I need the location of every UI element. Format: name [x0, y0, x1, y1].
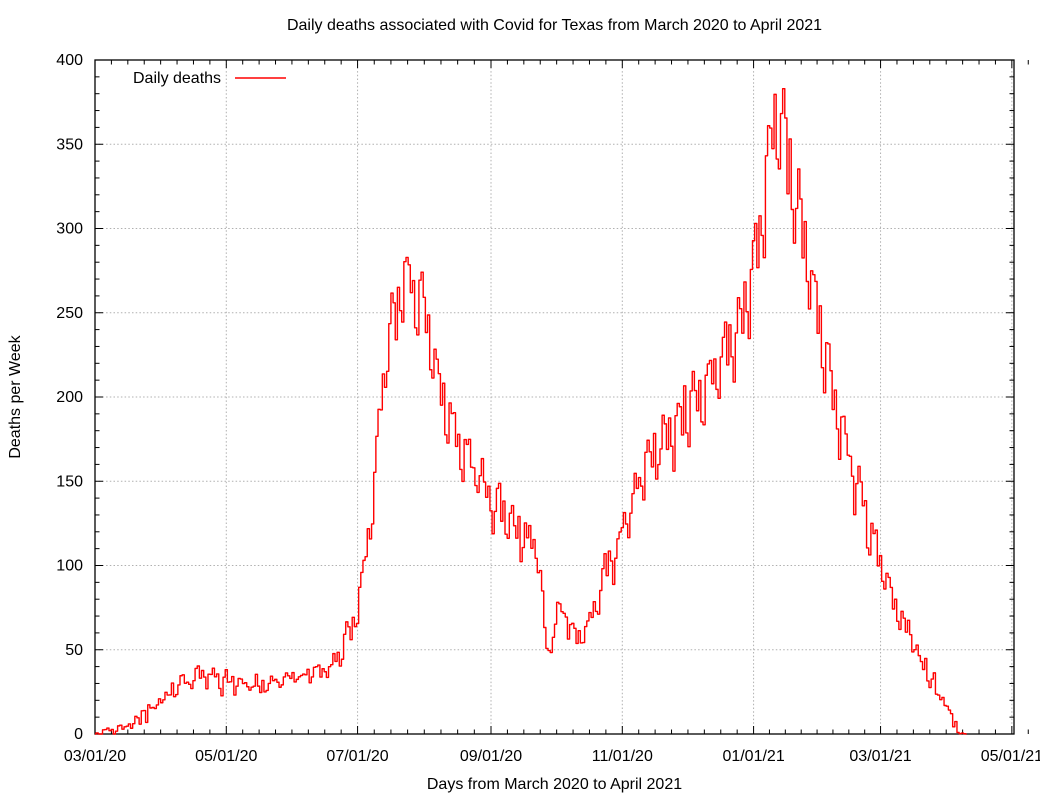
- svg-text:0: 0: [74, 726, 83, 743]
- svg-text:400: 400: [56, 52, 83, 69]
- svg-text:07/01/20: 07/01/20: [326, 748, 388, 765]
- svg-text:150: 150: [56, 473, 83, 490]
- svg-text:01/01/21: 01/01/21: [722, 748, 784, 765]
- svg-text:50: 50: [65, 642, 83, 659]
- svg-text:03/01/21: 03/01/21: [849, 748, 911, 765]
- svg-text:11/01/20: 11/01/20: [592, 748, 653, 765]
- svg-text:09/01/20: 09/01/20: [460, 748, 522, 765]
- svg-text:05/01/21: 05/01/21: [981, 748, 1040, 765]
- svg-text:Deaths per Week: Deaths per Week: [7, 334, 24, 458]
- svg-text:03/01/20: 03/01/20: [64, 748, 126, 765]
- svg-text:350: 350: [56, 136, 83, 153]
- svg-text:05/01/20: 05/01/20: [195, 748, 257, 765]
- svg-text:250: 250: [56, 305, 83, 322]
- svg-text:100: 100: [56, 558, 83, 575]
- svg-text:Daily deaths: Daily deaths: [133, 70, 221, 87]
- svg-text:300: 300: [56, 221, 83, 238]
- svg-text:Daily deaths associated with C: Daily deaths associated with Covid for T…: [287, 17, 822, 34]
- svg-text:Days from March 2020 to April: Days from March 2020 to April 2021: [427, 776, 682, 793]
- svg-text:200: 200: [56, 389, 83, 406]
